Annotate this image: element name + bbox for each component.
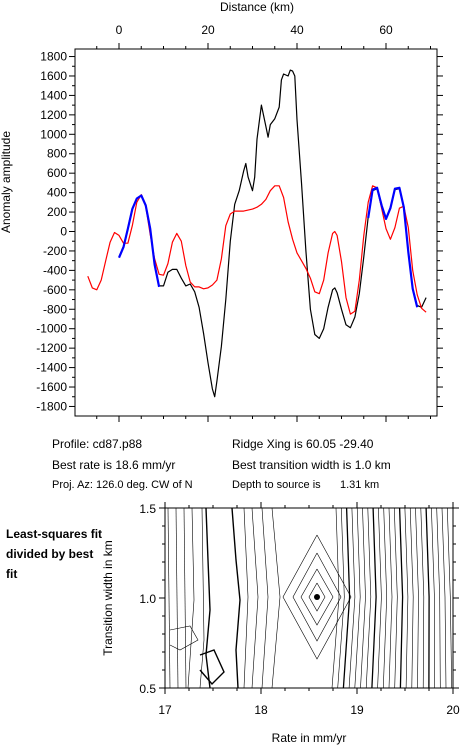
y-tick-label: 800 bbox=[47, 147, 67, 161]
misfit-contour-line bbox=[199, 507, 205, 689]
misfit-contour-line bbox=[243, 507, 249, 689]
y-tick-label: -1600 bbox=[36, 380, 67, 394]
misfit-contour-line bbox=[447, 507, 452, 689]
misfit-contour-line bbox=[169, 625, 199, 651]
rate-tick-label: 17 bbox=[158, 703, 172, 717]
width-tick-label: 0.5 bbox=[139, 682, 156, 696]
x-tick-label: 40 bbox=[290, 23, 304, 37]
y-tick-label: 400 bbox=[47, 186, 67, 200]
misfit-contour-line bbox=[337, 507, 345, 689]
misfit-contour-line bbox=[377, 507, 382, 689]
fit-segment-line-right bbox=[367, 186, 419, 308]
y-tick-label: 200 bbox=[47, 205, 67, 219]
y-tick-label: 1400 bbox=[40, 88, 67, 102]
distance-axis-title: Distance (km) bbox=[220, 0, 294, 14]
misfit-contour-line bbox=[360, 507, 366, 689]
misfit-contour-ring bbox=[292, 552, 342, 642]
misfit-contour-ring bbox=[308, 582, 326, 612]
profile-panel: Distance (km) Anomaly amplitude 1800 1600… bbox=[0, 0, 443, 422]
misfit-contour-line bbox=[394, 507, 398, 689]
amplitude-axis-title: Anomaly amplitude bbox=[0, 131, 13, 233]
fit-segment-line-left bbox=[117, 194, 161, 288]
misfit-contour-line bbox=[251, 507, 259, 689]
rate-tick-label: 19 bbox=[350, 703, 364, 717]
rate-tick-label: 18 bbox=[254, 703, 268, 717]
y-tick-label: -200 bbox=[43, 244, 67, 258]
x-tick-label: 0 bbox=[116, 23, 123, 37]
best-fit-point bbox=[314, 594, 320, 600]
misfit-contour-line bbox=[388, 507, 393, 689]
rate-tick-label: 20 bbox=[446, 703, 460, 717]
observed-profile-line bbox=[118, 69, 427, 398]
profile-axis-ticks: 180016001400120010008006004002000-200-40… bbox=[36, 23, 443, 422]
projection-azimuth-label: Proj. Az: 126.0 deg. CW of N bbox=[52, 479, 193, 491]
misfit-contour-line bbox=[398, 507, 404, 689]
misfit-contour-line bbox=[271, 507, 281, 689]
y-tick-label: -400 bbox=[43, 263, 67, 277]
misfit-contour-line bbox=[441, 507, 447, 689]
depth-label: Depth to source is bbox=[232, 479, 321, 491]
misfit-contour-line bbox=[420, 507, 425, 689]
depth-value: 1.31 km bbox=[340, 479, 380, 491]
misfit-contour-line bbox=[175, 507, 179, 689]
misfit-contour-line bbox=[431, 507, 435, 689]
y-tick-label: 1600 bbox=[40, 69, 67, 83]
misfit-contour-line bbox=[231, 507, 241, 689]
y-tick-label: 600 bbox=[47, 166, 67, 180]
y-tick-label: 1800 bbox=[40, 50, 67, 64]
x-tick-label: 60 bbox=[379, 23, 393, 37]
misfit-contour-line bbox=[205, 507, 211, 689]
y-tick-label: 0 bbox=[60, 225, 67, 239]
y-tick-label: -1000 bbox=[36, 322, 67, 336]
profile-series bbox=[87, 69, 427, 398]
x-tick-label: 20 bbox=[201, 23, 215, 37]
y-tick-label: -600 bbox=[43, 283, 67, 297]
best-rate-label: Best rate is 18.6 mm/yr bbox=[52, 458, 176, 472]
misfit-contour-line bbox=[415, 507, 419, 689]
misfit-contour-line bbox=[409, 507, 414, 689]
misfit-axis-ticks: 17 18 19 20 1.5 1.0 0.5 bbox=[139, 502, 460, 717]
misfit-contour-line bbox=[383, 507, 388, 689]
width-tick-label: 1.5 bbox=[139, 502, 156, 516]
least-squares-note: Least-squares fit divided by best fit bbox=[6, 527, 103, 581]
y-tick-label: -1200 bbox=[36, 341, 67, 355]
misfit-contours bbox=[167, 507, 452, 689]
misfit-contour-line bbox=[167, 507, 171, 689]
misfit-contour-line bbox=[187, 507, 195, 689]
misfit-contour-line bbox=[331, 507, 340, 689]
misfit-contour-line bbox=[199, 649, 225, 686]
misfit-plot-frame bbox=[164, 507, 454, 689]
misfit-contour-line bbox=[436, 507, 441, 689]
misfit-contour-line bbox=[261, 507, 269, 689]
misfit-contour-ring bbox=[300, 568, 334, 626]
width-tick-label: 1.0 bbox=[139, 592, 156, 606]
misfit-contour-line bbox=[354, 507, 361, 689]
misfit-contour-line bbox=[425, 507, 430, 689]
width-axis-title: Transition width in km bbox=[101, 540, 115, 656]
model-profile-line bbox=[87, 185, 427, 315]
misfit-panel: 17 18 19 20 1.5 1.0 0.5 Rate in mm/yr Transiti… bbox=[101, 502, 460, 745]
y-tick-label: 1200 bbox=[40, 108, 67, 122]
transition-width-label: Best transition width is 1.0 km bbox=[232, 458, 391, 472]
y-tick-label: 1000 bbox=[40, 127, 67, 141]
y-tick-label: -1800 bbox=[36, 399, 67, 413]
misfit-contour-line bbox=[365, 507, 372, 689]
misfit-contour-line bbox=[348, 507, 356, 689]
y-tick-label: -1400 bbox=[36, 361, 67, 375]
rate-axis-title: Rate in mm/yr bbox=[272, 731, 347, 745]
misfit-contour-line bbox=[371, 507, 377, 689]
ridge-crossing-label: Ridge Xing is 60.05 -29.40 bbox=[232, 437, 374, 451]
misfit-contour-line bbox=[342, 507, 351, 689]
y-tick-label: -800 bbox=[43, 302, 67, 316]
profile-label: Profile: cd87.p88 bbox=[52, 437, 143, 451]
misfit-contour-ring bbox=[282, 534, 352, 660]
misfit-contour-line bbox=[183, 507, 187, 689]
profile-plot-frame bbox=[74, 48, 438, 417]
misfit-contour-line bbox=[404, 507, 409, 689]
